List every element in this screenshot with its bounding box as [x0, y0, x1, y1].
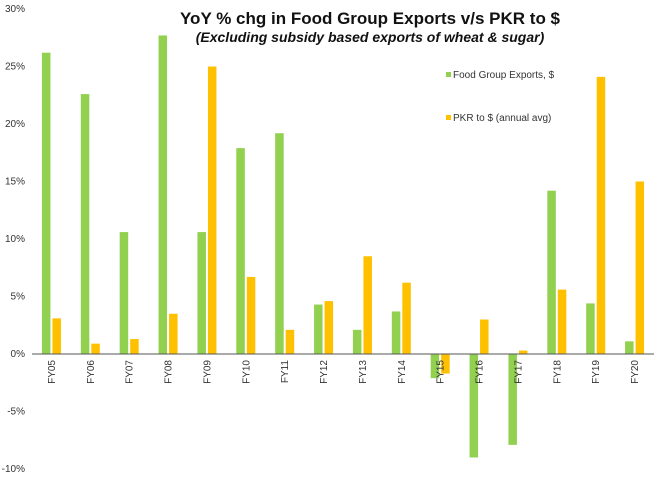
y-tick-label: 0%: [11, 349, 26, 360]
y-tick-label: -5%: [7, 407, 25, 418]
bar-food-exports-fy10: [236, 148, 245, 354]
bar-pkr-fy10: [246, 276, 256, 354]
bar-food-exports-fy15: [430, 354, 440, 379]
chart-title: YoY % chg in Food Group Exports v/s PKR …: [180, 9, 561, 28]
y-tick-label: 20%: [5, 119, 25, 130]
y-tick-label: 30%: [5, 4, 25, 15]
x-tick-label: FY05: [47, 360, 58, 384]
bar-food-exports-fy05: [41, 52, 51, 354]
x-tick-label: FY10: [241, 360, 252, 384]
bar-pkr-fy05: [52, 318, 61, 354]
bar-pkr-fy09: [207, 66, 217, 354]
legend-label-pkr: PKR to $ (annual avg): [453, 113, 551, 124]
bar-food-exports-fy09: [197, 232, 206, 354]
bar-food-exports-fy11: [275, 133, 284, 354]
bar-pkr-fy20: [635, 181, 645, 354]
bar-pkr-fy15: [441, 354, 450, 374]
y-tick-label: 25%: [5, 62, 25, 73]
bar-food-exports-fy18: [547, 190, 556, 354]
bar-pkr-fy16: [480, 319, 489, 354]
bar-food-exports-fy16: [469, 354, 479, 458]
x-tick-label: FY20: [630, 360, 641, 384]
bar-pkr-fy12: [324, 301, 334, 354]
legend-swatch-food-exports: [446, 72, 451, 77]
legend: Food Group Exports, $ PKR to $ (annual a…: [446, 70, 555, 124]
chart-subtitle: (Excluding subsidy based exports of whea…: [196, 29, 545, 45]
bar-food-exports-fy12: [314, 304, 323, 354]
legend-label-food-exports: Food Group Exports, $: [453, 70, 555, 81]
bar-food-exports-fy07: [119, 232, 129, 354]
x-tick-label: FY17: [513, 360, 524, 384]
bar-food-exports-fy19: [586, 303, 595, 354]
bar-food-exports-fy13: [352, 329, 362, 354]
x-tick-label: FY11: [280, 360, 291, 384]
bar-food-exports-fy17: [508, 354, 517, 445]
bar-food-exports-fy14: [391, 311, 401, 354]
x-axis: FY05 FY06 FY07 FY08 FY09 FY10 FY11 FY12 FY13 FY14…: [47, 360, 641, 384]
x-tick-label: FY09: [202, 360, 213, 384]
bars: [41, 35, 645, 458]
y-tick-label: 15%: [5, 177, 25, 188]
bar-pkr-fy14: [402, 282, 411, 354]
y-tick-label: 10%: [5, 234, 25, 245]
bar-pkr-fy06: [91, 343, 100, 354]
bar-pkr-fy11: [285, 329, 295, 354]
x-tick-label: FY19: [591, 360, 602, 384]
x-tick-label: FY06: [86, 360, 97, 384]
bar-pkr-fy08: [169, 313, 178, 354]
x-tick-label: FY14: [397, 360, 408, 384]
x-tick-label: FY15: [436, 360, 447, 384]
x-tick-label: FY18: [552, 360, 563, 384]
y-tick-label: 5%: [11, 292, 26, 303]
bar-pkr-fy07: [130, 339, 139, 354]
bar-pkr-fy18: [557, 289, 567, 354]
legend-swatch-pkr: [446, 115, 451, 120]
x-tick-label: FY13: [358, 360, 369, 384]
bar-pkr-fy13: [363, 256, 372, 354]
x-tick-label: FY16: [475, 360, 486, 384]
bar-pkr-fy19: [596, 76, 606, 354]
bar-pkr-fy17: [518, 350, 528, 354]
x-tick-label: FY12: [319, 360, 330, 384]
x-tick-label: FY08: [164, 360, 175, 384]
bar-food-exports-fy08: [158, 35, 168, 354]
y-tick-label: -10%: [2, 464, 25, 475]
bar-food-exports-fy20: [625, 341, 634, 354]
y-axis: 30% 25% 20% 15% 10% 5% 0% -5% -10%: [2, 4, 25, 475]
bar-food-exports-fy06: [80, 94, 90, 354]
x-tick-label: FY07: [125, 360, 136, 384]
